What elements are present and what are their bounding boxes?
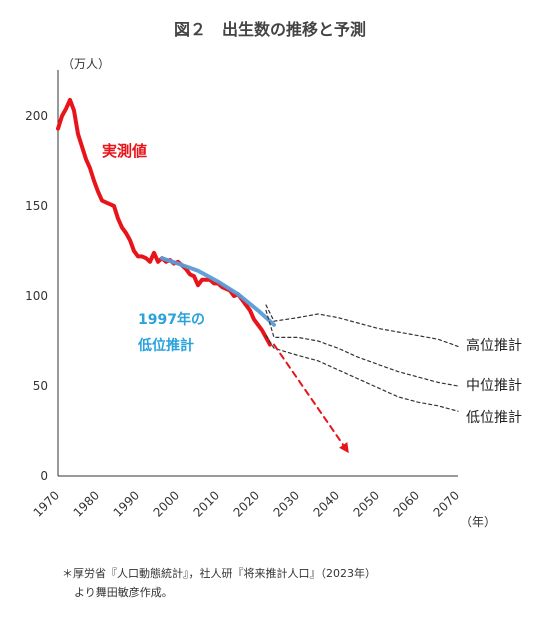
- series-projection-line: [265, 304, 459, 347]
- series-projection-line: [265, 309, 459, 387]
- label-high: 高位推計: [466, 337, 522, 354]
- chart-title: 図２ 出生数の推移と予測: [174, 20, 366, 39]
- x-tick-label: 2050: [351, 488, 382, 519]
- label-1997-line2: 低位推計: [137, 337, 194, 354]
- series-lines: [56, 97, 459, 454]
- label-1997-line1: 1997年の: [138, 311, 205, 328]
- x-tick-label: 2000: [151, 488, 182, 519]
- x-tick-labels: 1970 1980 1990 2000 2010 2020 2030 2040 2050 2060…: [31, 488, 462, 519]
- x-tick-label: 2070: [431, 488, 462, 519]
- y-tick-label: 150: [25, 199, 48, 213]
- x-tick-label: 1980: [71, 488, 102, 519]
- x-tick-label: 1990: [111, 488, 142, 519]
- y-tick-labels: 0 50 100 150 200: [25, 109, 48, 483]
- footnote-line1: ＊厚労省『人口動態統計』，社人研『将来推計人口』（2023年）: [62, 566, 376, 580]
- label-mid: 中位推計: [466, 378, 522, 394]
- y-tick-label: 200: [25, 109, 48, 123]
- label-actual: 実測値: [102, 142, 147, 160]
- x-tick-label: 1970: [31, 488, 62, 519]
- series-trend-arrow: [273, 343, 349, 454]
- x-tick-label: 2030: [271, 488, 302, 519]
- series-actual-line: [56, 97, 272, 347]
- x-tick-label: 2040: [311, 488, 342, 519]
- x-tick-label: 2060: [391, 488, 422, 519]
- y-tick-label: 50: [33, 379, 48, 393]
- label-low: 低位推計: [466, 410, 522, 426]
- x-tick-label: 2020: [231, 488, 262, 519]
- footnote-line2: より舞田敏彦作成。: [74, 585, 173, 599]
- x-unit-label: （年）: [460, 515, 496, 529]
- x-tick-label: 2010: [191, 488, 222, 519]
- y-unit-label: （万人）: [62, 57, 110, 71]
- series-projection-line: [265, 335, 459, 412]
- series-1997-low-line: [160, 256, 276, 327]
- y-tick-label: 100: [25, 289, 48, 303]
- y-tick-label: 0: [40, 469, 48, 483]
